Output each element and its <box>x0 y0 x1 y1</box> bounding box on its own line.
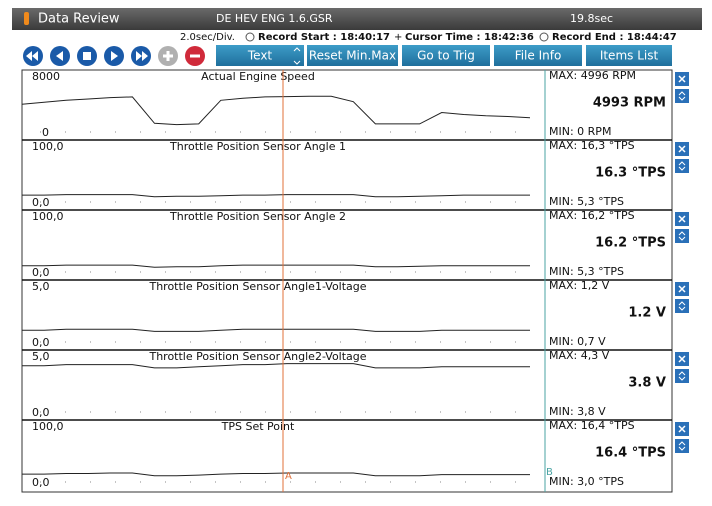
min-value: MIN: 0 RPM <box>549 125 611 138</box>
icon <box>678 285 686 293</box>
cursor-icon: + <box>394 32 402 43</box>
max-value: MAX: 16,4 °TPS <box>549 419 635 432</box>
scale-max: 5,0 <box>32 350 50 363</box>
button-label: Go to Trig <box>417 49 475 63</box>
scale-max: 100,0 <box>32 210 64 223</box>
icon <box>293 47 301 65</box>
cursor-a-label: A <box>285 471 292 482</box>
min-value: MIN: 5,3 °TPS <box>549 195 624 208</box>
channel-name: TPS Set Point <box>221 420 295 433</box>
scale-max: 100,0 <box>32 420 64 433</box>
current-value: 4993 RPM <box>593 96 666 111</box>
channel-name: Throttle Position Sensor Angle1-Voltage <box>148 280 366 293</box>
toolbar-button[interactable] <box>216 45 304 66</box>
max-value: MAX: 16,2 °TPS <box>549 209 635 222</box>
trace <box>22 472 530 477</box>
icon <box>678 145 686 153</box>
icon <box>539 32 549 42</box>
record-end: Record End : 18:44:47 <box>552 32 677 43</box>
record-start: Record Start : 18:40:17 <box>258 32 390 43</box>
icon <box>678 91 686 101</box>
playback-controls <box>23 46 205 66</box>
channel-name: Actual Engine Speed <box>201 70 315 83</box>
panels: 8000 0 Actual Engine Speed MAX: 4996 RPM 499… <box>21 69 689 489</box>
max-value: MAX: 4,3 V <box>549 349 610 362</box>
toolbar-button[interactable] <box>307 45 398 66</box>
resize-button[interactable] <box>675 89 689 103</box>
toolbar: Text Reset Min.Max Go to Trig File Info Item… <box>216 45 672 66</box>
cursor-time: Cursor Time : 18:42:36 <box>405 32 534 43</box>
title: Data Review <box>38 12 120 27</box>
current-value: 16.2 °TPS <box>595 236 666 251</box>
min-value: MIN: 3,0 °TPS <box>549 475 624 488</box>
channel-name: Throttle Position Sensor Angle 1 <box>169 140 346 153</box>
icon <box>678 161 686 171</box>
trace <box>22 328 530 332</box>
trace <box>22 194 530 198</box>
button-label: Reset Min.Max <box>309 49 396 63</box>
max-value: MAX: 4996 RPM <box>549 69 636 82</box>
cursor-b-label: B <box>546 467 553 478</box>
trace <box>22 363 530 369</box>
icon <box>26 51 38 61</box>
duration: 19.8sec <box>570 12 613 25</box>
resize-button[interactable] <box>675 439 689 453</box>
current-value: 16.4 °TPS <box>595 446 666 461</box>
channel-name: Throttle Position Sensor Angle 2 <box>169 210 346 223</box>
resize-button[interactable] <box>675 159 689 173</box>
current-value: 1.2 V <box>628 306 666 321</box>
icon <box>678 215 686 223</box>
current-value: 3.8 V <box>628 376 666 391</box>
time-div: 2.0sec/Div. <box>180 32 235 43</box>
icon <box>678 425 686 433</box>
min-value: MIN: 3,8 V <box>549 405 606 418</box>
resize-button[interactable] <box>675 369 689 383</box>
button-label: File Info <box>515 49 562 63</box>
icon <box>678 301 686 311</box>
scale-max: 100,0 <box>32 140 64 153</box>
max-value: MAX: 16,3 °TPS <box>549 139 635 152</box>
title-bar <box>12 8 702 30</box>
plot-frame <box>21 69 673 493</box>
icon <box>136 51 148 61</box>
trace <box>21 95 531 126</box>
scale-max: 8000 <box>32 70 60 83</box>
resize-button[interactable] <box>675 229 689 243</box>
icon <box>83 52 91 60</box>
icon <box>678 371 686 381</box>
icon <box>678 441 686 451</box>
toolbar-button[interactable] <box>494 45 582 66</box>
toolbar-button[interactable] <box>402 45 490 66</box>
trace <box>22 264 530 268</box>
button-label: Items List <box>600 49 659 63</box>
channel-name: Throttle Position Sensor Angle2-Voltage <box>148 350 366 363</box>
current-value: 16.3 °TPS <box>595 166 666 181</box>
icon <box>111 51 118 61</box>
vehicle: DE HEV ENG 1.6.GSR <box>216 12 333 25</box>
button-label: Text <box>247 49 273 63</box>
min-value: MIN: 5,3 °TPS <box>549 265 624 278</box>
min-value: MIN: 0,7 V <box>549 335 606 348</box>
max-value: MAX: 1,2 V <box>549 279 610 292</box>
app-icon <box>24 12 29 25</box>
icon <box>163 51 173 61</box>
scale-min: 0 <box>42 126 49 139</box>
scale-max: 5,0 <box>32 280 50 293</box>
icon <box>245 32 255 42</box>
icon <box>678 75 686 83</box>
icon <box>56 51 63 61</box>
icon <box>678 231 686 241</box>
toolbar-button[interactable] <box>586 45 672 66</box>
icon <box>678 355 686 363</box>
resize-button[interactable] <box>675 299 689 313</box>
